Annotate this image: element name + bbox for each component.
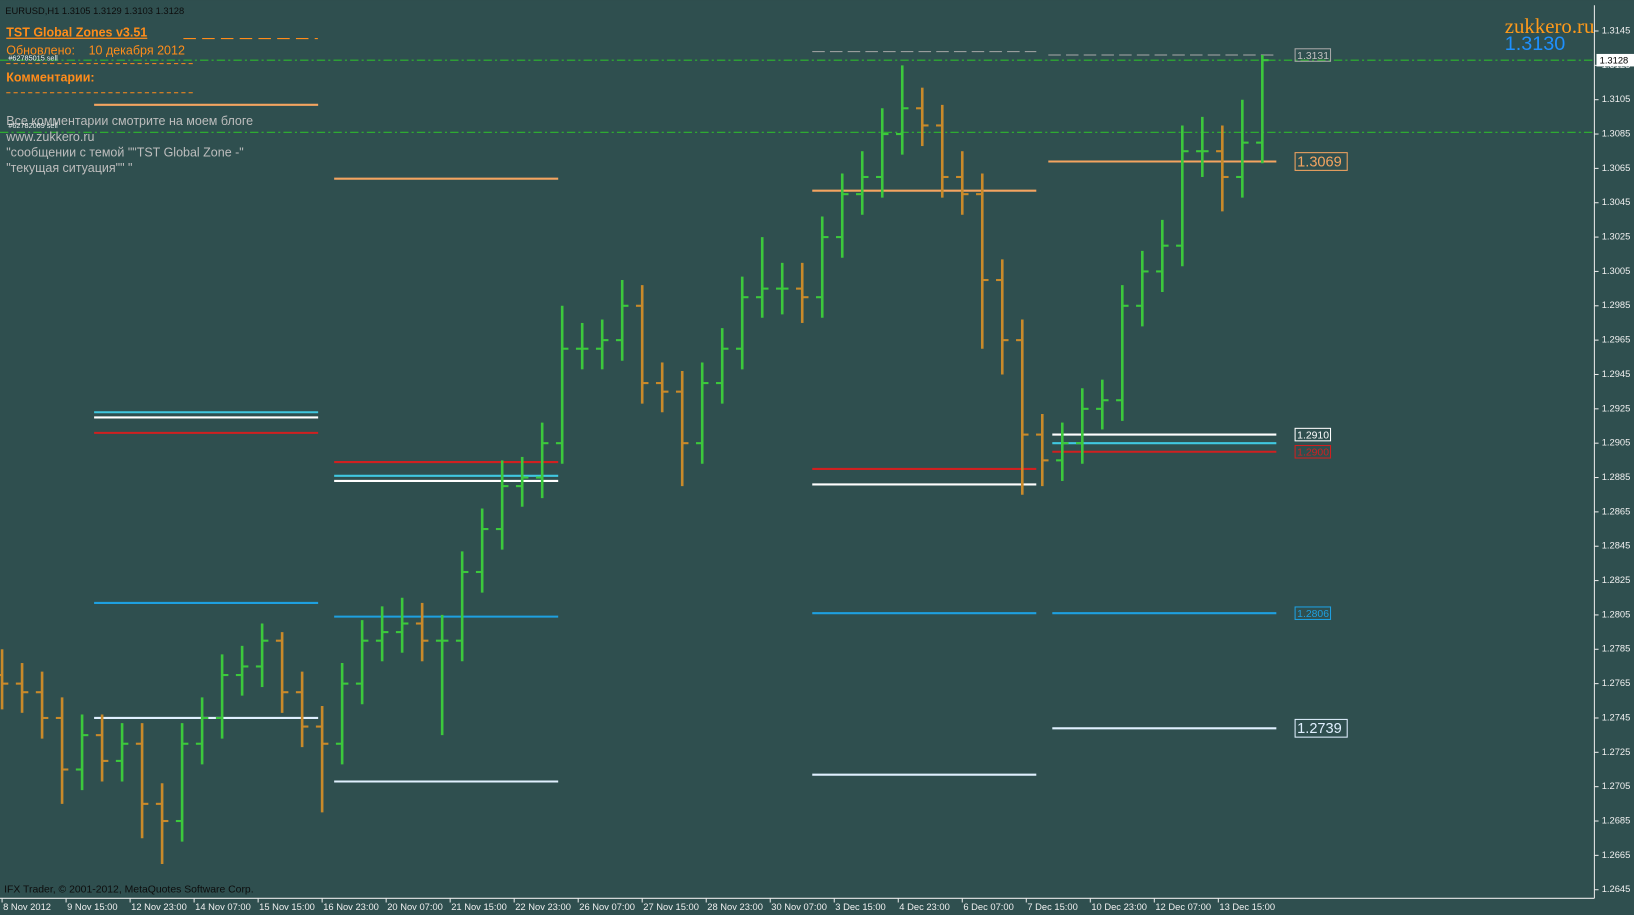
x-tick-label: 10 Dec 23:00: [1091, 902, 1147, 912]
brand: zukkero.ru: [1505, 14, 1595, 38]
y-tick-label: 1.2705: [1602, 781, 1631, 791]
y-tick-label: 1.2865: [1602, 506, 1631, 516]
x-tick-label: 12 Dec 07:00: [1155, 902, 1211, 912]
x-tick-label: 3 Dec 15:00: [835, 902, 885, 912]
y-tick-label: 1.3065: [1602, 163, 1631, 173]
level-label-box: [1294, 427, 1332, 442]
level-label: 1.2806: [1297, 609, 1329, 620]
y-tick-label: 1.2945: [1602, 369, 1631, 379]
level-label-box: [1294, 718, 1348, 738]
x-tick-label: 26 Nov 07:00: [579, 902, 635, 912]
symbol-line: EURUSD,H1 1.3105 1.3129 1.3103 1.3128: [5, 6, 184, 16]
overlay: EURUSD,H1 1.3105 1.3129 1.3103 1.3128 TS…: [4, 6, 1595, 896]
y-tick-label: 1.3085: [1602, 129, 1631, 139]
y-tick-label: 1.3045: [1602, 197, 1631, 207]
level-label-box: [1294, 444, 1332, 459]
x-tick-label: 22 Nov 23:00: [515, 902, 571, 912]
plot: 1.2645 1.2665 1.2685 1.2705 1.2725 1.2745 1.27…: [0, 5, 1634, 912]
level-label: 1.2910: [1297, 430, 1329, 441]
y-tick-label: 1.3025: [1602, 232, 1631, 242]
y-tick-label: 1.3005: [1602, 266, 1631, 276]
x-tick-label: 6 Dec 07:00: [963, 902, 1013, 912]
indicator-title: TST Global Zones v3.51: [6, 26, 147, 40]
level-label-box: [1294, 152, 1348, 171]
x-tick-label: 9 Nov 15:00: [67, 902, 117, 912]
x-tick-label: 21 Nov 15:00: [451, 902, 507, 912]
y-tick-label: 1.2985: [1602, 300, 1631, 310]
copyright: IFX Trader, © 2001-2012, MetaQuotes Soft…: [4, 885, 253, 896]
x-tick-label: 13 Dec 15:00: [1219, 902, 1275, 912]
level-label: 1.2900: [1297, 448, 1329, 459]
level-label-box: [1294, 48, 1332, 62]
x-tick-label: 16 Nov 23:00: [323, 902, 379, 912]
level-label-box: [1294, 606, 1332, 620]
x-tick-label: 7 Dec 15:00: [1027, 902, 1077, 912]
y-tick-label: 1.2665: [1602, 850, 1631, 860]
comments-title: Комментарии:: [6, 70, 94, 84]
y-tick-label: 1.2845: [1602, 541, 1631, 551]
comment-line: "текущая ситуация"" ": [6, 161, 132, 175]
current-price-label: 1.3128: [1600, 56, 1629, 66]
x-tick-label: 4 Dec 23:00: [899, 902, 949, 912]
y-tick-label: 1.3145: [1602, 25, 1631, 35]
y-tick-label: 1.2925: [1602, 403, 1631, 413]
x-tick-label: 30 Nov 07:00: [771, 902, 827, 912]
y-tick-label: 1.2645: [1602, 884, 1631, 894]
y-tick-label: 1.2725: [1602, 747, 1631, 757]
level-label: 1.3069: [1297, 154, 1342, 170]
comment-line: Все комментарии смотрите на моем блоге: [6, 114, 253, 128]
x-tick-label: 20 Nov 07:00: [387, 902, 443, 912]
current-price-box: [1596, 53, 1634, 67]
y-tick-label: 1.2905: [1602, 438, 1631, 448]
y-tick-label: 1.2965: [1602, 335, 1631, 345]
y-tick-label: 1.2805: [1602, 609, 1631, 619]
x-tick-label: 15 Nov 15:00: [259, 902, 315, 912]
y-tick-label: 1.2885: [1602, 472, 1631, 482]
x-tick-label: 27 Nov 15:00: [643, 902, 699, 912]
x-tick-label: 28 Nov 23:00: [707, 902, 763, 912]
order-label: #62785015 sell: [8, 53, 58, 62]
updated-label: Обновлено:: [6, 43, 75, 57]
y-tick-label: 1.3105: [1602, 94, 1631, 104]
y-tick-label: 1.2825: [1602, 575, 1631, 585]
x-tick-label: 8 Nov 2012: [3, 902, 51, 912]
comment-line: "сообщении с темой ""TST Global Zone -": [6, 146, 244, 160]
y-tick-label: 1.2745: [1602, 712, 1631, 722]
y-tick-label: 1.2785: [1602, 644, 1631, 654]
y-tick-label: 1.2685: [1602, 815, 1631, 825]
comment-line: www.zukkero.ru: [5, 130, 94, 144]
level-label: 1.3131: [1297, 51, 1329, 62]
x-tick-label: 12 Nov 23:00: [131, 902, 187, 912]
brand-price: 1.3130: [1505, 33, 1566, 55]
order-label: #62782069 sell: [8, 121, 58, 130]
y-tick-label: 1.2765: [1602, 678, 1631, 688]
x-tick-label: 14 Nov 07:00: [195, 902, 251, 912]
level-label: 1.2739: [1297, 721, 1342, 737]
updated-date: 10 декабря 2012: [89, 43, 185, 57]
